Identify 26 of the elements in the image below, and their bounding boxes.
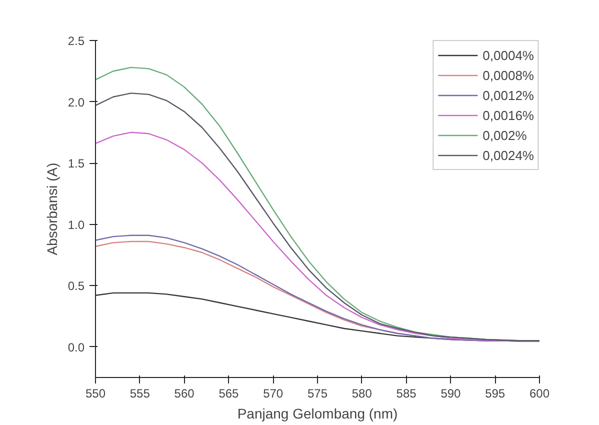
x-tick-label: 585 bbox=[396, 386, 417, 400]
x-tick-label: 560 bbox=[174, 386, 195, 400]
y-tick-label: 0.5 bbox=[68, 279, 85, 294]
x-tick-label: 600 bbox=[529, 386, 550, 400]
legend-label: 0,0024% bbox=[482, 148, 534, 162]
x-tick-label: 550 bbox=[85, 386, 106, 400]
x-tick-label: 565 bbox=[218, 386, 240, 400]
legend-label: 0,0004% bbox=[482, 48, 534, 62]
x-tick-label: 580 bbox=[352, 386, 372, 400]
legend-label: 0,0016% bbox=[482, 108, 534, 122]
x-tick-label: 570 bbox=[263, 386, 284, 400]
y-tick-label: 1.5 bbox=[68, 156, 85, 171]
x-tick-label: 575 bbox=[307, 386, 328, 400]
x-axis-title: Panjang Gelombang (nm) bbox=[237, 406, 398, 422]
y-tick-label: 2.0 bbox=[68, 95, 85, 110]
legend-label: 0,0008% bbox=[482, 68, 534, 82]
x-tick-label: 590 bbox=[440, 386, 462, 400]
x-tick-label: 595 bbox=[485, 386, 506, 400]
x-tick-label: 555 bbox=[130, 386, 150, 400]
legend-label: 0,0012% bbox=[482, 88, 534, 102]
y-tick-label: 1.0 bbox=[68, 218, 85, 232]
y-tick-label: 0.0 bbox=[68, 340, 85, 354]
legend-label: 0,002% bbox=[482, 128, 527, 142]
y-axis-title: Absorbansi (A) bbox=[44, 162, 60, 256]
y-tick-label: 2.5 bbox=[68, 34, 85, 48]
line-series bbox=[96, 132, 540, 342]
